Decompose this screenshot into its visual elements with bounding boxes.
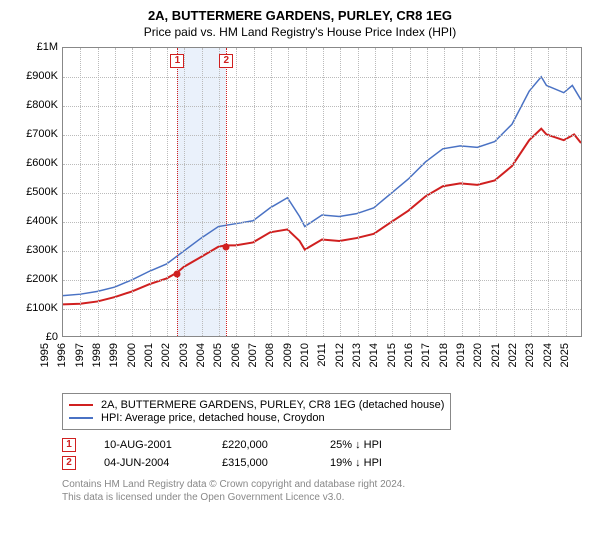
transaction-diff: 19% ↓ HPI	[330, 457, 420, 469]
chart-area: 12 £0£100K£200K£300K£400K£500K£600K£700K…	[12, 47, 588, 387]
gridline-v	[323, 48, 324, 336]
marker-badge: 2	[219, 54, 233, 68]
transaction-price: £220,000	[222, 439, 302, 451]
gridline-v	[254, 48, 255, 336]
legend-swatch	[69, 404, 93, 406]
gridline-v	[219, 48, 220, 336]
transaction-diff: 25% ↓ HPI	[330, 439, 420, 451]
page-title: 2A, BUTTERMERE GARDENS, PURLEY, CR8 1EG	[0, 8, 600, 23]
legend: 2A, BUTTERMERE GARDENS, PURLEY, CR8 1EG …	[62, 393, 451, 430]
ytick-label: £900K	[12, 70, 58, 82]
gridline-v	[531, 48, 532, 336]
gridline-h	[63, 309, 581, 310]
gridline-h	[63, 193, 581, 194]
ytick-label: £600K	[12, 157, 58, 169]
transaction-date: 10-AUG-2001	[104, 439, 194, 451]
ytick-label: £400K	[12, 215, 58, 227]
gridline-v	[462, 48, 463, 336]
series-line-property	[63, 129, 581, 305]
gridline-v	[115, 48, 116, 336]
transaction-date: 04-JUN-2004	[104, 457, 194, 469]
gridline-h	[63, 106, 581, 107]
gridline-v	[496, 48, 497, 336]
page-subtitle: Price paid vs. HM Land Registry's House …	[0, 25, 600, 39]
transaction-price: £315,000	[222, 457, 302, 469]
gridline-v	[444, 48, 445, 336]
legend-row: 2A, BUTTERMERE GARDENS, PURLEY, CR8 1EG …	[69, 399, 444, 411]
gridline-v	[479, 48, 480, 336]
gridline-v	[410, 48, 411, 336]
ytick-label: £200K	[12, 273, 58, 285]
gridline-v	[98, 48, 99, 336]
marker-line	[226, 48, 227, 336]
legend-swatch	[69, 417, 93, 419]
gridline-v	[427, 48, 428, 336]
series-svg	[63, 48, 581, 336]
gridline-v	[184, 48, 185, 336]
marker-badge: 1	[170, 54, 184, 68]
ytick-label: £800K	[12, 99, 58, 111]
ytick-label: £300K	[12, 244, 58, 256]
gridline-v	[358, 48, 359, 336]
legend-label: HPI: Average price, detached house, Croy…	[101, 412, 325, 424]
footnote: Contains HM Land Registry data © Crown c…	[62, 478, 588, 504]
legend-label: 2A, BUTTERMERE GARDENS, PURLEY, CR8 1EG …	[101, 399, 444, 411]
gridline-v	[288, 48, 289, 336]
gridline-v	[340, 48, 341, 336]
gridline-v	[236, 48, 237, 336]
gridline-v	[80, 48, 81, 336]
gridline-h	[63, 135, 581, 136]
gridline-v	[566, 48, 567, 336]
gridline-v	[306, 48, 307, 336]
gridline-v	[514, 48, 515, 336]
gridline-v	[548, 48, 549, 336]
series-line-hpi	[63, 77, 581, 296]
transaction-table: 1 10-AUG-2001 £220,000 25% ↓ HPI 2 04-JUN-200…	[62, 438, 588, 470]
sale-point	[174, 271, 181, 278]
gridline-h	[63, 222, 581, 223]
legend-row: HPI: Average price, detached house, Croy…	[69, 412, 444, 424]
xtick-label: 2025	[560, 343, 600, 367]
footnote-line2: This data is licensed under the Open Gov…	[62, 491, 588, 504]
gridline-v	[167, 48, 168, 336]
gridline-v	[150, 48, 151, 336]
gridline-v	[202, 48, 203, 336]
footnote-line1: Contains HM Land Registry data © Crown c…	[62, 478, 588, 491]
gridline-h	[63, 164, 581, 165]
gridline-h	[63, 77, 581, 78]
ytick-label: £500K	[12, 186, 58, 198]
ytick-label: £1M	[12, 41, 58, 53]
transaction-badge: 1	[62, 438, 76, 452]
plot-region: 12	[62, 47, 582, 337]
transaction-row: 2 04-JUN-2004 £315,000 19% ↓ HPI	[62, 456, 588, 470]
gridline-h	[63, 251, 581, 252]
sale-point	[223, 243, 230, 250]
gridline-h	[63, 280, 581, 281]
marker-line	[177, 48, 178, 336]
ytick-label: £100K	[12, 302, 58, 314]
gridline-v	[271, 48, 272, 336]
gridline-v	[375, 48, 376, 336]
ytick-label: £700K	[12, 128, 58, 140]
gridline-v	[132, 48, 133, 336]
transaction-row: 1 10-AUG-2001 £220,000 25% ↓ HPI	[62, 438, 588, 452]
ytick-label: £0	[12, 331, 58, 343]
transaction-badge: 2	[62, 456, 76, 470]
gridline-v	[392, 48, 393, 336]
title-block: 2A, BUTTERMERE GARDENS, PURLEY, CR8 1EG …	[0, 0, 600, 39]
